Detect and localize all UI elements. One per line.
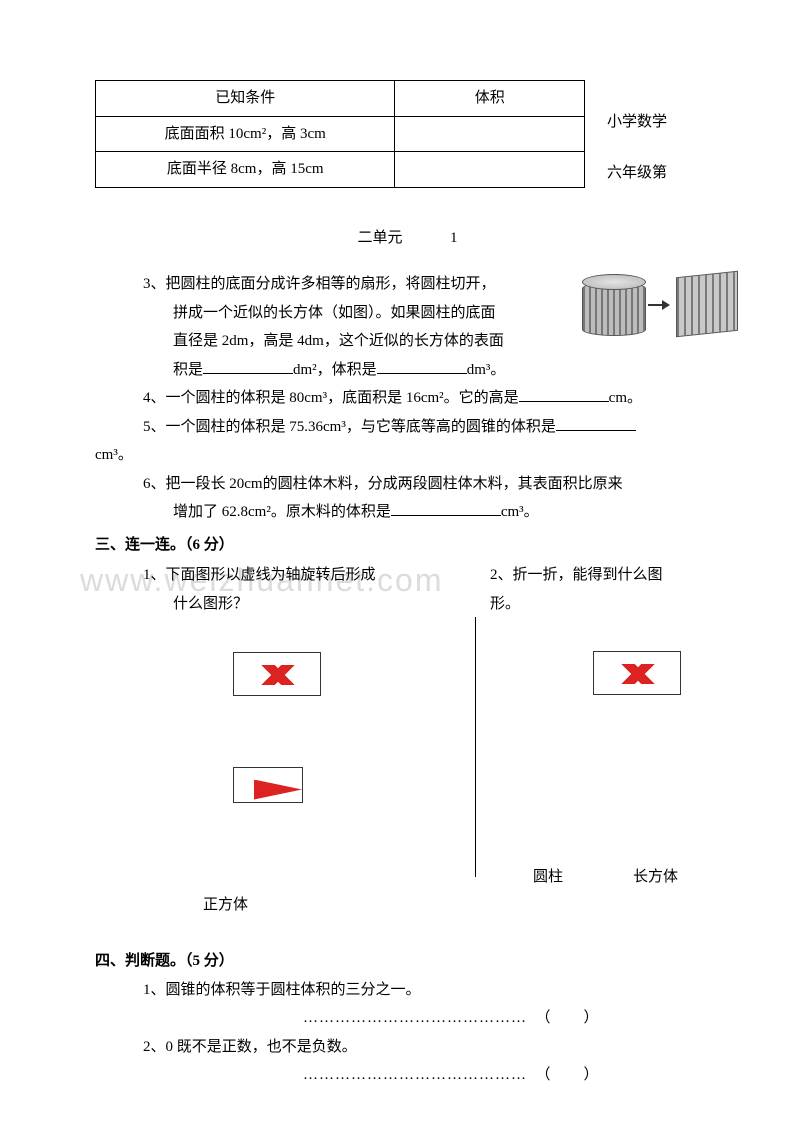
shape-row bbox=[143, 767, 720, 814]
dots-line: …………………………………… （ ） bbox=[303, 1004, 720, 1033]
q3-line2: 拼成一个近似的长方体（如图）。如果圆柱的底面 bbox=[173, 299, 540, 328]
unit-label: 二单元 bbox=[357, 230, 402, 246]
q3-line3: 直径是 2dm，高是 4dm，这个近似的长方体的表面 bbox=[173, 327, 540, 356]
section-4-heading: 四、判断题。（5 分） bbox=[95, 947, 720, 976]
side-line1: 小学数学 bbox=[607, 108, 667, 137]
shape-icon bbox=[233, 767, 303, 803]
table-row: 已知条件 体积 bbox=[96, 81, 585, 117]
vol-cell bbox=[395, 152, 585, 188]
judge-q1: 1、圆锥的体积等于圆柱体积的三分之一。 …………………………………… （ ） bbox=[143, 976, 720, 1033]
question-3: 3、把圆柱的底面分成许多相等的扇形，将圆柱切开， 拼成一个近似的长方体（如图）。… bbox=[143, 270, 720, 384]
divider-line bbox=[475, 617, 476, 877]
cuboid-icon bbox=[676, 271, 738, 338]
unit-title: 二单元 1 bbox=[95, 224, 720, 253]
q3-line1: 3、把圆柱的底面分成许多相等的扇形，将圆柱切开， bbox=[143, 270, 540, 299]
q5-unit: cm³。 bbox=[95, 441, 720, 470]
connect-area: 1、下面图形以虚线为轴旋转后形成 什么图形？ 2、折一折，能得到什么图 形。 圆… bbox=[143, 561, 720, 923]
side-line2: 六年级第 bbox=[607, 159, 667, 188]
vol-cell bbox=[395, 116, 585, 152]
connect-q1: 1、下面图形以虚线为轴旋转后形成 什么图形？ bbox=[143, 561, 443, 618]
cuboid-label: 长方体 bbox=[633, 863, 678, 892]
section-3-heading: 三、连一连。（6 分） bbox=[95, 531, 720, 560]
shape-icon bbox=[593, 651, 681, 695]
dots-line: …………………………………… （ ） bbox=[303, 1061, 720, 1090]
question-4: 4、一个圆柱的体积是 80cm³，底面积是 16cm²。它的高是cm。 bbox=[143, 384, 720, 413]
judge-q2: 2、0 既不是正数，也不是负数。 …………………………………… （ ） bbox=[143, 1033, 720, 1090]
top-row: 已知条件 体积 底面面积 10cm²，高 3cm 底面半径 8cm，高 15cm… bbox=[95, 80, 720, 188]
shape-icon bbox=[233, 652, 321, 696]
cond-cell: 底面半径 8cm，高 15cm bbox=[96, 152, 395, 188]
result-labels: 圆柱 长方体 正方体 bbox=[143, 863, 720, 923]
cylinder-label: 圆柱 bbox=[533, 863, 563, 892]
arrow-icon bbox=[648, 300, 670, 310]
side-text: 小学数学 六年级第 bbox=[607, 80, 667, 187]
cylinder-icon bbox=[582, 274, 646, 344]
table-row: 底面半径 8cm，高 15cm bbox=[96, 152, 585, 188]
table-row: 底面面积 10cm²，高 3cm bbox=[96, 116, 585, 152]
cond-cell: 底面面积 10cm²，高 3cm bbox=[96, 116, 395, 152]
q3-line4: 积是dm²，体积是dm³。 bbox=[173, 356, 540, 385]
unit-num: 1 bbox=[450, 230, 458, 246]
question-5: 5、一个圆柱的体积是 75.36cm³，与它等底等高的圆锥的体积是 bbox=[143, 413, 720, 442]
conditions-table: 已知条件 体积 底面面积 10cm²，高 3cm 底面半径 8cm，高 15cm bbox=[95, 80, 585, 188]
cube-label: 正方体 bbox=[203, 891, 248, 920]
header-volume: 体积 bbox=[395, 81, 585, 117]
connect-q2: 2、折一折，能得到什么图 形。 bbox=[490, 561, 720, 618]
header-condition: 已知条件 bbox=[96, 81, 395, 117]
question-6: 6、把一段长 20cm的圆柱体木料，分成两段圆柱体木料，其表面积比原来 增加了 … bbox=[143, 470, 720, 527]
